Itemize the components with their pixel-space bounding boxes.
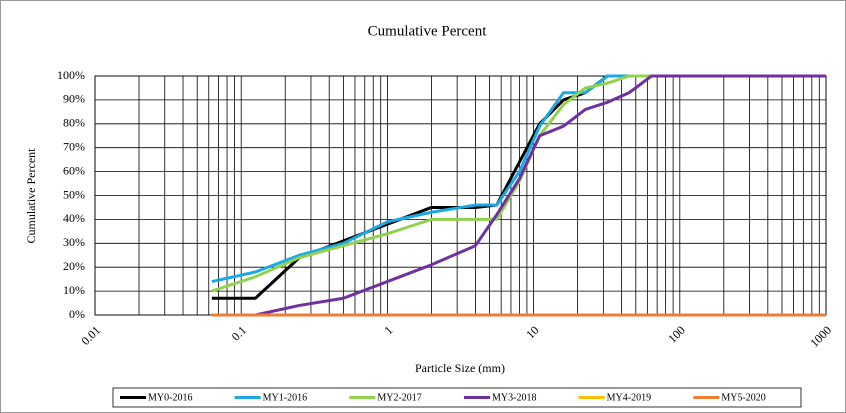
y-tick-label: 0% bbox=[69, 307, 85, 321]
y-tick-label: 70% bbox=[63, 139, 85, 153]
legend-label: MY5-2020 bbox=[721, 392, 765, 403]
y-tick-label: 20% bbox=[63, 259, 85, 273]
y-tick-label: 50% bbox=[63, 187, 85, 201]
legend-label: MY4-2019 bbox=[607, 392, 651, 403]
y-tick-label: 10% bbox=[63, 283, 85, 297]
legend bbox=[112, 387, 802, 408]
y-tick-label: 80% bbox=[63, 116, 85, 130]
legend-label: MY1-2016 bbox=[263, 392, 307, 403]
y-tick-label: 60% bbox=[63, 163, 85, 177]
y-tick-label: 30% bbox=[63, 235, 85, 249]
x-axis-label: Particle Size (mm) bbox=[415, 361, 505, 375]
y-tick-label: 40% bbox=[63, 211, 85, 225]
y-axis-label: Cumulative Percent bbox=[24, 148, 38, 244]
legend-label: MY0-2016 bbox=[148, 392, 192, 403]
legend-label: MY2-2017 bbox=[377, 392, 421, 403]
series-line bbox=[211, 74, 826, 317]
y-tick-label: 90% bbox=[63, 92, 85, 106]
chart-title: Cumulative Percent bbox=[368, 23, 488, 39]
y-tick-label: 100% bbox=[57, 68, 85, 82]
legend-label: MY3-2018 bbox=[492, 392, 536, 403]
